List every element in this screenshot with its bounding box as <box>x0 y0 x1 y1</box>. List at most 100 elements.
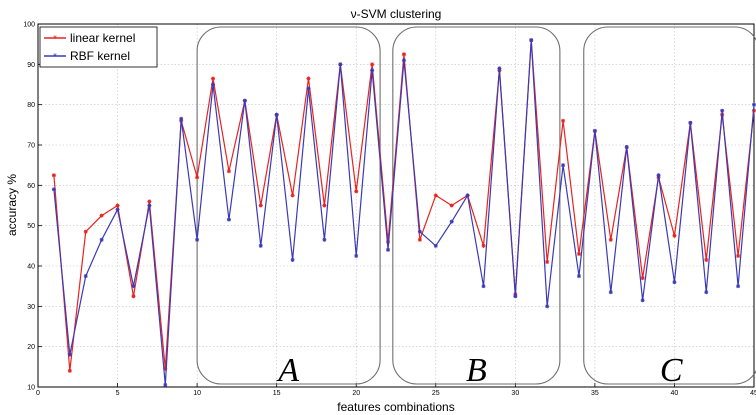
data-point-1 <box>433 243 438 248</box>
data-point-1 <box>242 98 247 103</box>
region-b-label: B <box>466 352 487 389</box>
y-axis-label: accuracy % <box>5 174 19 236</box>
data-point-0 <box>211 76 216 81</box>
data-point-0 <box>386 239 391 244</box>
data-point-1 <box>704 290 709 295</box>
data-point-0 <box>704 257 709 262</box>
data-point-0 <box>545 259 550 264</box>
data-point-0 <box>481 243 486 248</box>
data-point-1 <box>624 145 629 150</box>
y-tick-label: 80 <box>27 102 35 109</box>
data-point-0 <box>608 237 613 242</box>
chart-title: ν-SVM clustering <box>351 7 442 21</box>
data-point-0 <box>226 169 231 174</box>
data-point-1 <box>449 219 454 224</box>
data-point-1 <box>656 173 661 178</box>
axis-ticks: 0 5 10 15 20 25 30 35 40 45 10 20 30 40 50 60 70 80 90 100 <box>23 22 756 398</box>
y-tick-label: 10 <box>27 385 35 392</box>
region-a-box <box>196 26 381 385</box>
y-tick-label: 30 <box>27 304 35 311</box>
data-point-1 <box>688 120 693 125</box>
y-tick-label: 100 <box>23 22 35 29</box>
y-tick-label: 40 <box>27 264 35 271</box>
region-a-label: A <box>276 352 299 389</box>
x-tick-label: 20 <box>352 390 360 397</box>
data-point-0 <box>83 229 88 234</box>
data-point-1 <box>592 128 597 133</box>
data-point-0 <box>163 366 168 371</box>
data-point-0 <box>401 52 406 57</box>
region-c-label: C <box>660 352 683 389</box>
data-point-1 <box>258 243 263 248</box>
data-point-1 <box>322 237 327 242</box>
data-point-1 <box>67 352 72 357</box>
data-point-1 <box>529 38 534 43</box>
data-point-0 <box>322 203 327 208</box>
data-point-1 <box>545 304 550 309</box>
data-point-0 <box>51 173 56 178</box>
data-point-1 <box>51 187 56 192</box>
data-point-1 <box>99 237 104 242</box>
data-point-1 <box>720 108 725 113</box>
legend-marker-linear: * <box>53 34 57 43</box>
data-point-1 <box>401 58 406 63</box>
legend-marker-rbf: * <box>53 52 57 61</box>
data-point-0 <box>433 193 438 198</box>
x-tick-label: 15 <box>273 390 281 397</box>
data-point-1 <box>274 112 279 117</box>
data-point-1 <box>465 193 470 198</box>
data-point-1 <box>640 298 645 303</box>
y-tick-label: 60 <box>27 183 35 190</box>
data-point-0 <box>417 237 422 242</box>
plot-background <box>38 24 754 387</box>
data-point-1 <box>306 86 311 91</box>
data-point-1 <box>497 66 502 71</box>
data-point-0 <box>354 189 359 194</box>
region-b-box <box>392 26 561 385</box>
data-point-1 <box>386 247 391 252</box>
data-point-1 <box>131 284 136 289</box>
data-point-0 <box>672 233 677 238</box>
data-point-1 <box>290 257 295 262</box>
data-point-0 <box>561 118 566 123</box>
data-point-0 <box>131 294 136 299</box>
data-point-1 <box>561 163 566 168</box>
data-point-1 <box>672 280 677 285</box>
data-point-0 <box>370 62 375 67</box>
x-tick-label: 35 <box>591 390 599 397</box>
data-point-1 <box>163 382 168 387</box>
highlight-regions: A B C <box>196 26 756 389</box>
x-tick-label: 45 <box>750 390 756 397</box>
x-tick-label: 30 <box>511 390 519 397</box>
legend-label-linear: linear kernel <box>70 31 135 45</box>
y-tick-label: 90 <box>27 62 35 69</box>
data-point-0 <box>115 203 120 208</box>
data-point-0 <box>449 203 454 208</box>
data-point-1 <box>115 207 120 212</box>
data-point-1 <box>481 284 486 289</box>
data-point-1 <box>147 203 152 208</box>
x-axis-label: features combinations <box>337 400 454 414</box>
data-point-1 <box>513 294 518 299</box>
data-point-1 <box>417 229 422 234</box>
data-point-1 <box>354 253 359 258</box>
x-tick-label: 5 <box>116 390 120 397</box>
data-point-1 <box>226 217 231 222</box>
y-tick-label: 70 <box>27 143 35 150</box>
data-point-1 <box>576 274 581 279</box>
data-point-0 <box>67 368 72 373</box>
x-tick-label: 10 <box>193 390 201 397</box>
data-point-1 <box>736 284 741 289</box>
data-point-0 <box>195 175 200 180</box>
legend-box <box>39 26 158 68</box>
data-point-0 <box>640 276 645 281</box>
y-tick-label: 50 <box>27 223 35 230</box>
region-c-box <box>583 26 756 385</box>
x-tick-label: 40 <box>671 390 679 397</box>
data-point-1 <box>211 82 216 87</box>
data-point-0 <box>147 199 152 204</box>
data-point-1 <box>370 68 375 73</box>
x-tick-label: 25 <box>432 390 440 397</box>
x-tick-label: 0 <box>36 390 40 397</box>
data-point-0 <box>576 251 581 256</box>
